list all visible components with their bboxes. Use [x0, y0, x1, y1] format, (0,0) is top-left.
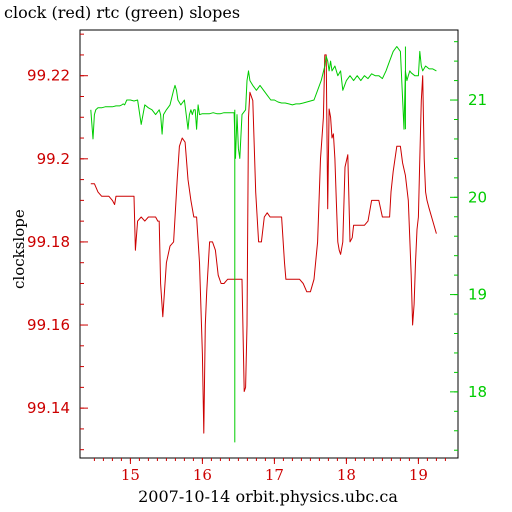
- series-line-rtc: [90, 46, 437, 159]
- y-axis-left: 99.14 99.16 99.18 99.2 99.22: [27, 33, 88, 451]
- y-axis-right: 18 19 20 21: [450, 41, 487, 451]
- y-axis-label: clockslope: [10, 209, 28, 289]
- y-left-tick-label: 99.16: [27, 316, 70, 334]
- y-left-tick-label: 99.2: [37, 150, 70, 168]
- series-line-clock: [90, 54, 437, 434]
- x-axis-label: 2007-10-14 orbit.physics.ubc.ca: [138, 487, 398, 506]
- x-tick-label: 19: [409, 466, 428, 484]
- chart-title: clock (red) rtc (green) slopes: [4, 3, 240, 22]
- y-right-tick-label: 19: [468, 286, 487, 304]
- x-tick-label: 17: [265, 466, 284, 484]
- y-right-tick-label: 20: [468, 188, 487, 206]
- x-tick-label: 18: [337, 466, 356, 484]
- x-axis: 15 16 17 18 19: [93, 458, 446, 484]
- y-left-tick-label: 99.14: [27, 399, 70, 417]
- y-right-tick-label: 18: [468, 383, 487, 401]
- y-left-tick-label: 99.18: [27, 233, 70, 251]
- x-tick-label: 16: [193, 466, 212, 484]
- x-tick-label: 15: [121, 466, 140, 484]
- y-right-tick-label: 21: [468, 91, 487, 109]
- y-left-tick-label: 99.22: [27, 67, 70, 85]
- series-layer: [90, 46, 437, 443]
- plot-frame: [79, 29, 459, 459]
